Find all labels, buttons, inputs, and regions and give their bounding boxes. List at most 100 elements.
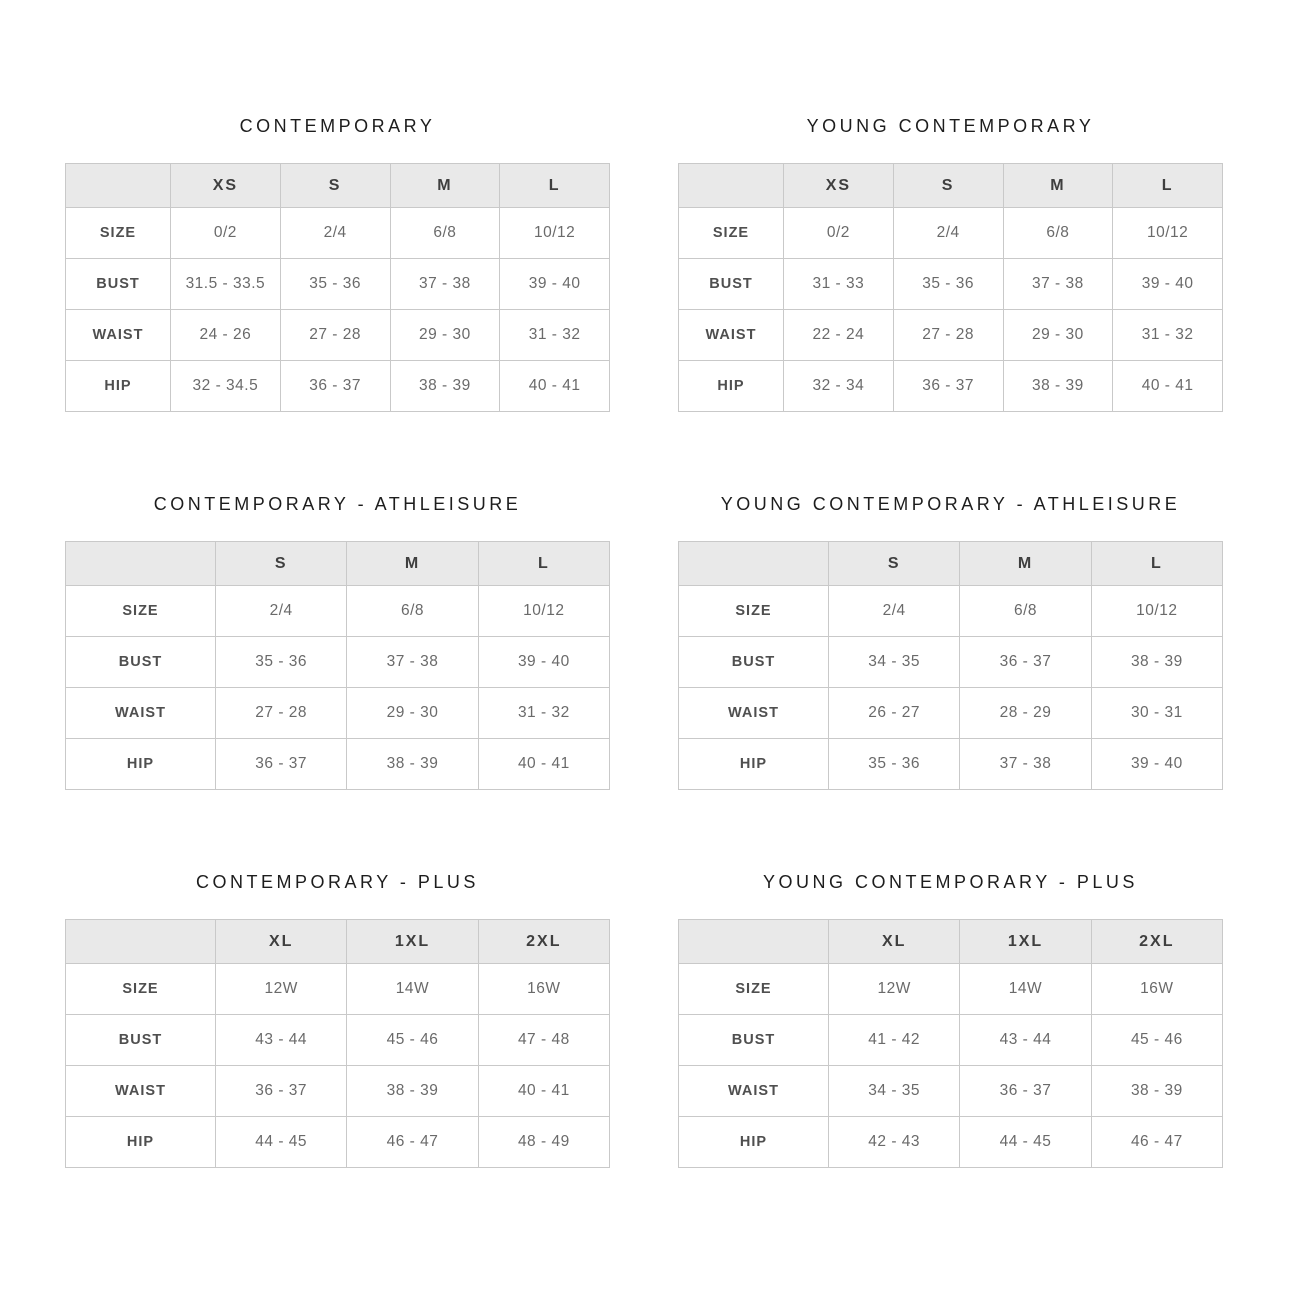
size-value-cell: 30 - 31 (1090, 687, 1224, 739)
table-row: WAIST 26 - 27 28 - 29 30 - 31 (678, 687, 1224, 739)
size-value-cell: 41 - 42 (827, 1014, 961, 1066)
table-row: SIZE 12W 14W 16W (678, 963, 1224, 1015)
row-label-waist: WAIST (678, 1065, 829, 1117)
size-value-cell: 36 - 37 (214, 738, 348, 790)
column-header-xs: XS (783, 163, 894, 208)
size-value-cell: 10/12 (1112, 207, 1223, 259)
size-value-cell: 37 - 38 (959, 738, 1092, 790)
column-header-1xl: 1XL (959, 919, 1092, 964)
size-value-cell: 46 - 47 (346, 1116, 479, 1168)
size-chart-young-contemporary-athleisure: YOUNG CONTEMPORARY - ATHLEISURE S M L SIZE 2… (678, 494, 1224, 790)
size-value-cell: 22 - 24 (783, 309, 894, 361)
size-chart-young-contemporary: YOUNG CONTEMPORARY XS S M L SIZE 0/2 2/4 6/8 10/… (678, 116, 1223, 412)
column-header-m: M (959, 541, 1092, 586)
size-value-cell: 6/8 (346, 585, 479, 637)
size-value-cell: 40 - 41 (499, 360, 610, 412)
table-row: SIZE 0/2 2/4 6/8 10/12 (65, 207, 610, 259)
size-value-cell: 34 - 35 (827, 1065, 961, 1117)
table-row: HIP 44 - 45 46 - 47 48 - 49 (65, 1116, 611, 1168)
column-header-xl: XL (214, 919, 348, 964)
size-value-cell: 27 - 28 (279, 309, 391, 361)
size-value-cell: 38 - 39 (1090, 636, 1224, 688)
size-value-cell: 2/4 (827, 585, 961, 637)
size-value-cell: 2/4 (892, 207, 1004, 259)
column-header-1xl: 1XL (346, 919, 479, 964)
size-value-cell: 36 - 37 (959, 636, 1092, 688)
size-value-cell: 38 - 39 (389, 360, 501, 412)
size-table: S M L SIZE 2/4 6/8 10/12 BUST 34 - 35 36 - 37 38 -… (678, 541, 1224, 790)
size-value-cell: 27 - 28 (892, 309, 1004, 361)
chart-title: CONTEMPORARY - ATHLEISURE (153, 494, 522, 514)
table-row: HIP 32 - 34.5 36 - 37 38 - 39 40 - 41 (65, 360, 610, 412)
size-value-cell: 35 - 36 (279, 258, 391, 310)
table-row: SIZE 0/2 2/4 6/8 10/12 (678, 207, 1223, 259)
size-value-cell: 36 - 37 (959, 1065, 1092, 1117)
row-label-size: SIZE (65, 963, 216, 1015)
column-header-2xl: 2XL (477, 919, 611, 964)
row-label-waist: WAIST (678, 309, 784, 361)
size-value-cell: 6/8 (389, 207, 501, 259)
size-value-cell: 46 - 47 (1090, 1116, 1224, 1168)
header-row: XL 1XL 2XL (678, 919, 1224, 964)
row-label-bust: BUST (65, 636, 216, 688)
column-header-l: L (477, 541, 611, 586)
size-value-cell: 37 - 38 (389, 258, 501, 310)
column-header-s: S (827, 541, 961, 586)
size-value-cell: 40 - 41 (477, 738, 611, 790)
header-row: XS S M L (65, 163, 610, 208)
size-value-cell: 44 - 45 (214, 1116, 348, 1168)
size-value-cell: 31 - 32 (477, 687, 611, 739)
size-value-cell: 39 - 40 (499, 258, 610, 310)
row-label-bust: BUST (678, 258, 784, 310)
row-label-bust: BUST (65, 1014, 216, 1066)
row-label-hip: HIP (65, 738, 216, 790)
size-value-cell: 10/12 (477, 585, 611, 637)
size-value-cell: 36 - 37 (279, 360, 391, 412)
row-label-hip: HIP (65, 360, 171, 412)
column-header-s: S (214, 541, 348, 586)
table-row: SIZE 12W 14W 16W (65, 963, 611, 1015)
table-row: HIP 42 - 43 44 - 45 46 - 47 (678, 1116, 1224, 1168)
row-label-bust: BUST (678, 1014, 829, 1066)
table-row: SIZE 2/4 6/8 10/12 (65, 585, 611, 637)
size-charts-grid: CONTEMPORARY XS S M L SIZE 0/2 2/4 6/8 10/12 BUST… (65, 116, 1224, 1168)
table-row: BUST 35 - 36 37 - 38 39 - 40 (65, 636, 611, 688)
size-value-cell: 26 - 27 (827, 687, 961, 739)
size-value-cell: 38 - 39 (346, 1065, 479, 1117)
column-header-m: M (389, 163, 501, 208)
row-label-size: SIZE (678, 585, 829, 637)
size-value-cell: 12W (214, 963, 348, 1015)
chart-title: CONTEMPORARY - PLUS (196, 872, 479, 892)
row-label-waist: WAIST (678, 687, 829, 739)
size-table: XL 1XL 2XL SIZE 12W 14W 16W BUST 43 - 44 45 - 46 4… (65, 919, 611, 1168)
row-label-waist: WAIST (65, 687, 216, 739)
size-table: XS S M L SIZE 0/2 2/4 6/8 10/12 BUST 31 - 33 35 - 3… (678, 163, 1223, 412)
table-row: WAIST 22 - 24 27 - 28 29 - 30 31 - 32 (678, 309, 1223, 361)
size-chart-young-contemporary-plus: YOUNG CONTEMPORARY - PLUS XL 1XL 2XL SIZE 12… (678, 872, 1224, 1168)
size-value-cell: 37 - 38 (346, 636, 479, 688)
table-row: HIP 36 - 37 38 - 39 40 - 41 (65, 738, 611, 790)
column-header-xl: XL (827, 919, 961, 964)
size-value-cell: 2/4 (214, 585, 348, 637)
size-value-cell: 36 - 37 (214, 1065, 348, 1117)
size-value-cell: 0/2 (783, 207, 894, 259)
column-header-l: L (499, 163, 610, 208)
header-row: XL 1XL 2XL (65, 919, 611, 964)
size-value-cell: 0/2 (170, 207, 281, 259)
size-chart-contemporary-athleisure: CONTEMPORARY - ATHLEISURE S M L SIZE 2/4 6/8 1… (65, 494, 611, 790)
size-value-cell: 42 - 43 (827, 1116, 961, 1168)
size-value-cell: 29 - 30 (389, 309, 501, 361)
chart-title: CONTEMPORARY (239, 116, 436, 136)
chart-title: YOUNG CONTEMPORARY - ATHLEISURE (720, 494, 1181, 514)
size-value-cell: 28 - 29 (959, 687, 1092, 739)
size-chart-contemporary-plus: CONTEMPORARY - PLUS XL 1XL 2XL SIZE 12W 14W 16… (65, 872, 611, 1168)
size-value-cell: 32 - 34 (783, 360, 894, 412)
table-row: WAIST 24 - 26 27 - 28 29 - 30 31 - 32 (65, 309, 610, 361)
size-value-cell: 29 - 30 (346, 687, 479, 739)
row-label-bust: BUST (65, 258, 171, 310)
column-header-s: S (892, 163, 1004, 208)
size-value-cell: 29 - 30 (1002, 309, 1114, 361)
column-header-l: L (1112, 163, 1223, 208)
size-chart-contemporary: CONTEMPORARY XS S M L SIZE 0/2 2/4 6/8 10/12 BUST… (65, 116, 610, 412)
